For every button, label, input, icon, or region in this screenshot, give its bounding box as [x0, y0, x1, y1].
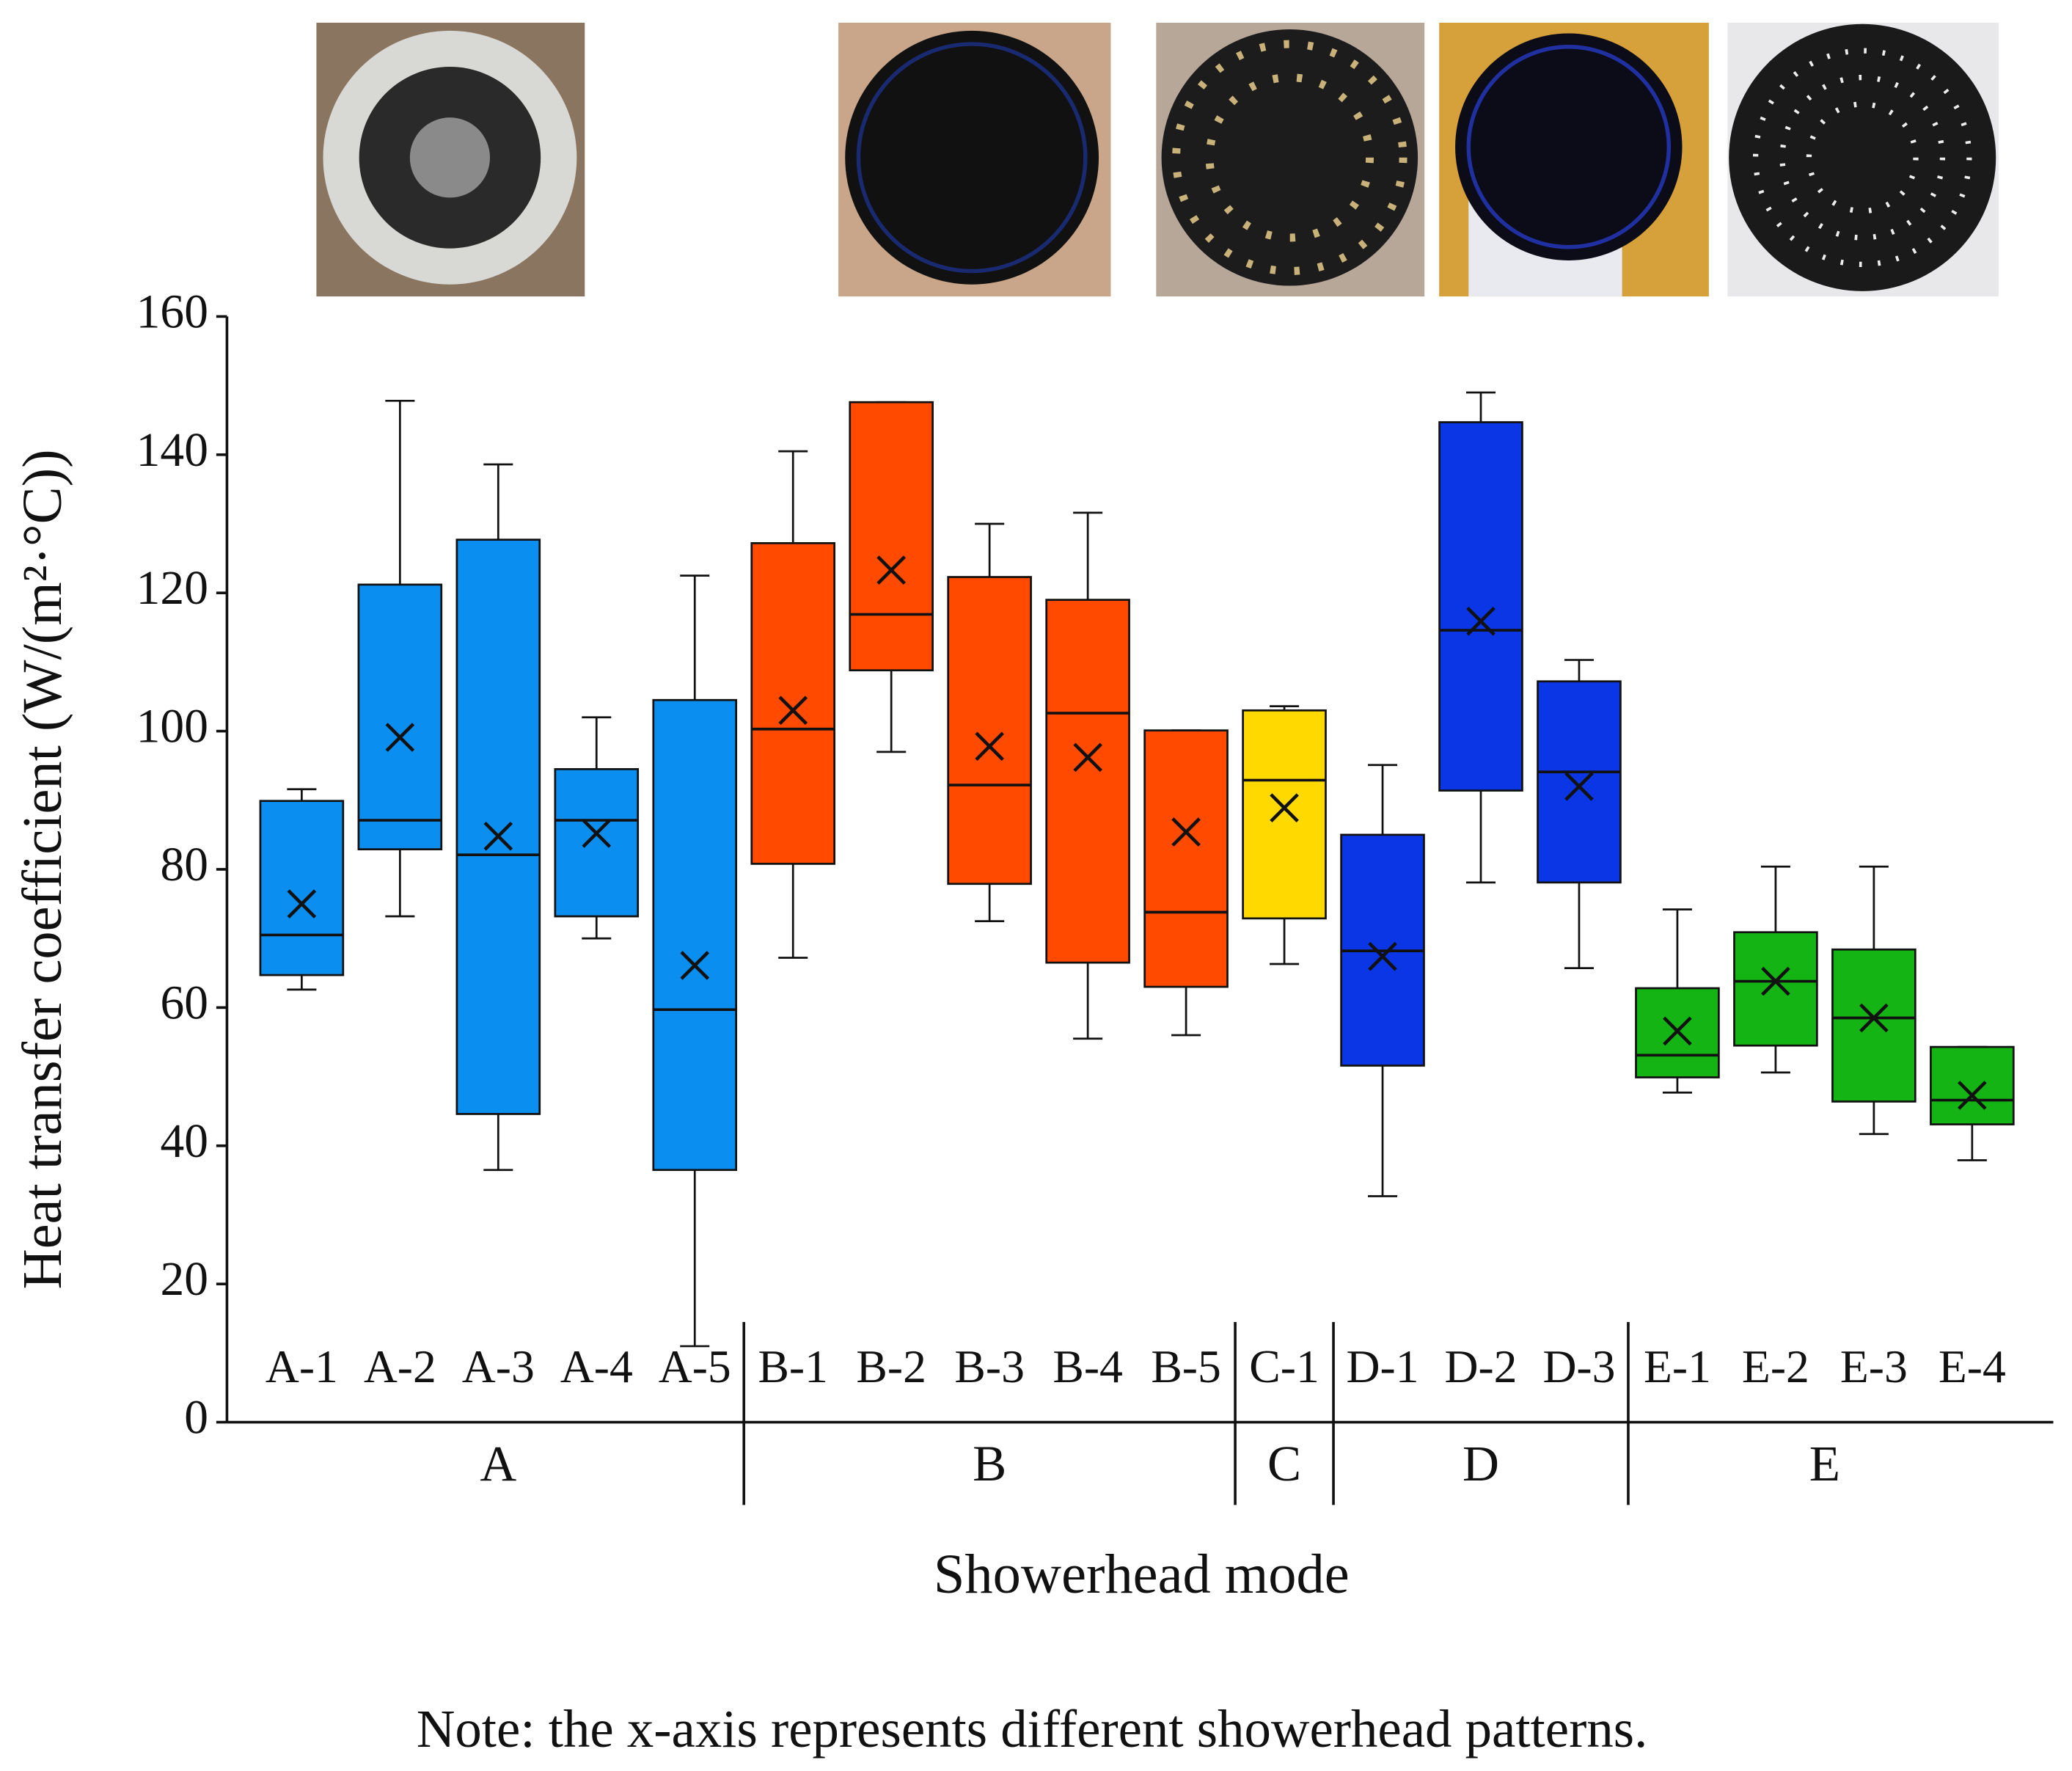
mean-marker	[1270, 793, 1299, 822]
mean-marker	[582, 819, 612, 848]
photo	[838, 22, 1111, 297]
box	[1242, 709, 1327, 920]
y-tick-label: 40	[160, 1115, 208, 1168]
mean-marker	[287, 889, 317, 919]
x-tick-label: B-4	[1053, 1340, 1123, 1392]
box	[357, 583, 443, 851]
mean-marker	[1073, 742, 1102, 773]
x-tick-label: D-1	[1347, 1340, 1419, 1392]
mean-marker	[1368, 941, 1397, 971]
x-tick-label: C-1	[1249, 1340, 1319, 1392]
x-tick-label: E-2	[1742, 1340, 1809, 1392]
x-axis-title: Showerhead mode	[934, 1543, 1350, 1605]
y-tick-label: 60	[160, 976, 208, 1029]
x-tick-label: B-1	[758, 1340, 828, 1392]
photo	[1727, 22, 1999, 297]
x-tick-label: A-2	[364, 1340, 436, 1392]
box	[1930, 1045, 2015, 1125]
x-tick-label: B-2	[856, 1340, 926, 1392]
box	[1733, 931, 1818, 1047]
y-tick-label: 80	[160, 839, 208, 891]
photo	[1156, 22, 1425, 297]
y-axis-title: Heat transfer coefficient (W/(m²·°C))	[11, 449, 73, 1289]
x-tick-label: B-3	[954, 1340, 1025, 1392]
mean-marker	[876, 555, 906, 585]
photo	[316, 22, 585, 297]
box	[259, 800, 345, 976]
group-label: B	[973, 1435, 1006, 1491]
mean-marker	[1466, 606, 1496, 636]
box	[554, 768, 640, 918]
mean-marker	[680, 951, 710, 980]
x-tick-label: A-1	[266, 1340, 338, 1392]
box	[1143, 729, 1229, 988]
y-tick-label: 20	[160, 1253, 208, 1306]
x-tick-label: E-4	[1939, 1340, 2006, 1392]
mean-marker	[1761, 966, 1790, 996]
x-tick-label: E-1	[1644, 1340, 1711, 1392]
group-label: C	[1267, 1435, 1301, 1491]
box	[1045, 599, 1130, 964]
mean-marker	[1958, 1081, 1987, 1110]
group-label: D	[1463, 1435, 1499, 1491]
box	[1438, 421, 1523, 792]
y-tick-label: 120	[136, 562, 208, 615]
mean-marker	[483, 821, 513, 851]
x-tick-label: A-3	[462, 1340, 535, 1392]
group-label: A	[480, 1435, 516, 1491]
mean-marker	[385, 723, 415, 752]
mean-marker	[1663, 1016, 1692, 1046]
box	[750, 542, 836, 865]
x-tick-label: A-4	[560, 1340, 633, 1392]
box	[455, 538, 541, 1115]
box	[1537, 680, 1622, 884]
x-tick-label: D-2	[1444, 1340, 1517, 1392]
mean-marker	[1859, 1003, 1889, 1033]
photo	[1439, 22, 1709, 297]
mean-marker	[1171, 817, 1201, 847]
y-tick-label: 160	[136, 285, 208, 338]
box	[849, 401, 934, 672]
note: Note: the x-axis represents different sh…	[417, 1699, 1647, 1759]
box	[947, 576, 1032, 886]
x-tick-label: A-5	[659, 1340, 731, 1392]
photos	[316, 22, 1999, 297]
box	[652, 698, 738, 1172]
x-tick-label: B-5	[1151, 1340, 1221, 1392]
mean-marker	[1564, 772, 1594, 801]
x-tick-label: D-3	[1542, 1340, 1615, 1392]
box	[1831, 948, 1917, 1103]
x-tick-label: E-3	[1840, 1340, 1908, 1392]
y-tick-label: 140	[136, 424, 208, 477]
group-label: E	[1809, 1435, 1840, 1491]
y-tick-label: 0	[184, 1392, 208, 1445]
mean-marker	[975, 731, 1004, 762]
y-tick-label: 100	[136, 701, 208, 753]
mean-marker	[778, 695, 808, 726]
